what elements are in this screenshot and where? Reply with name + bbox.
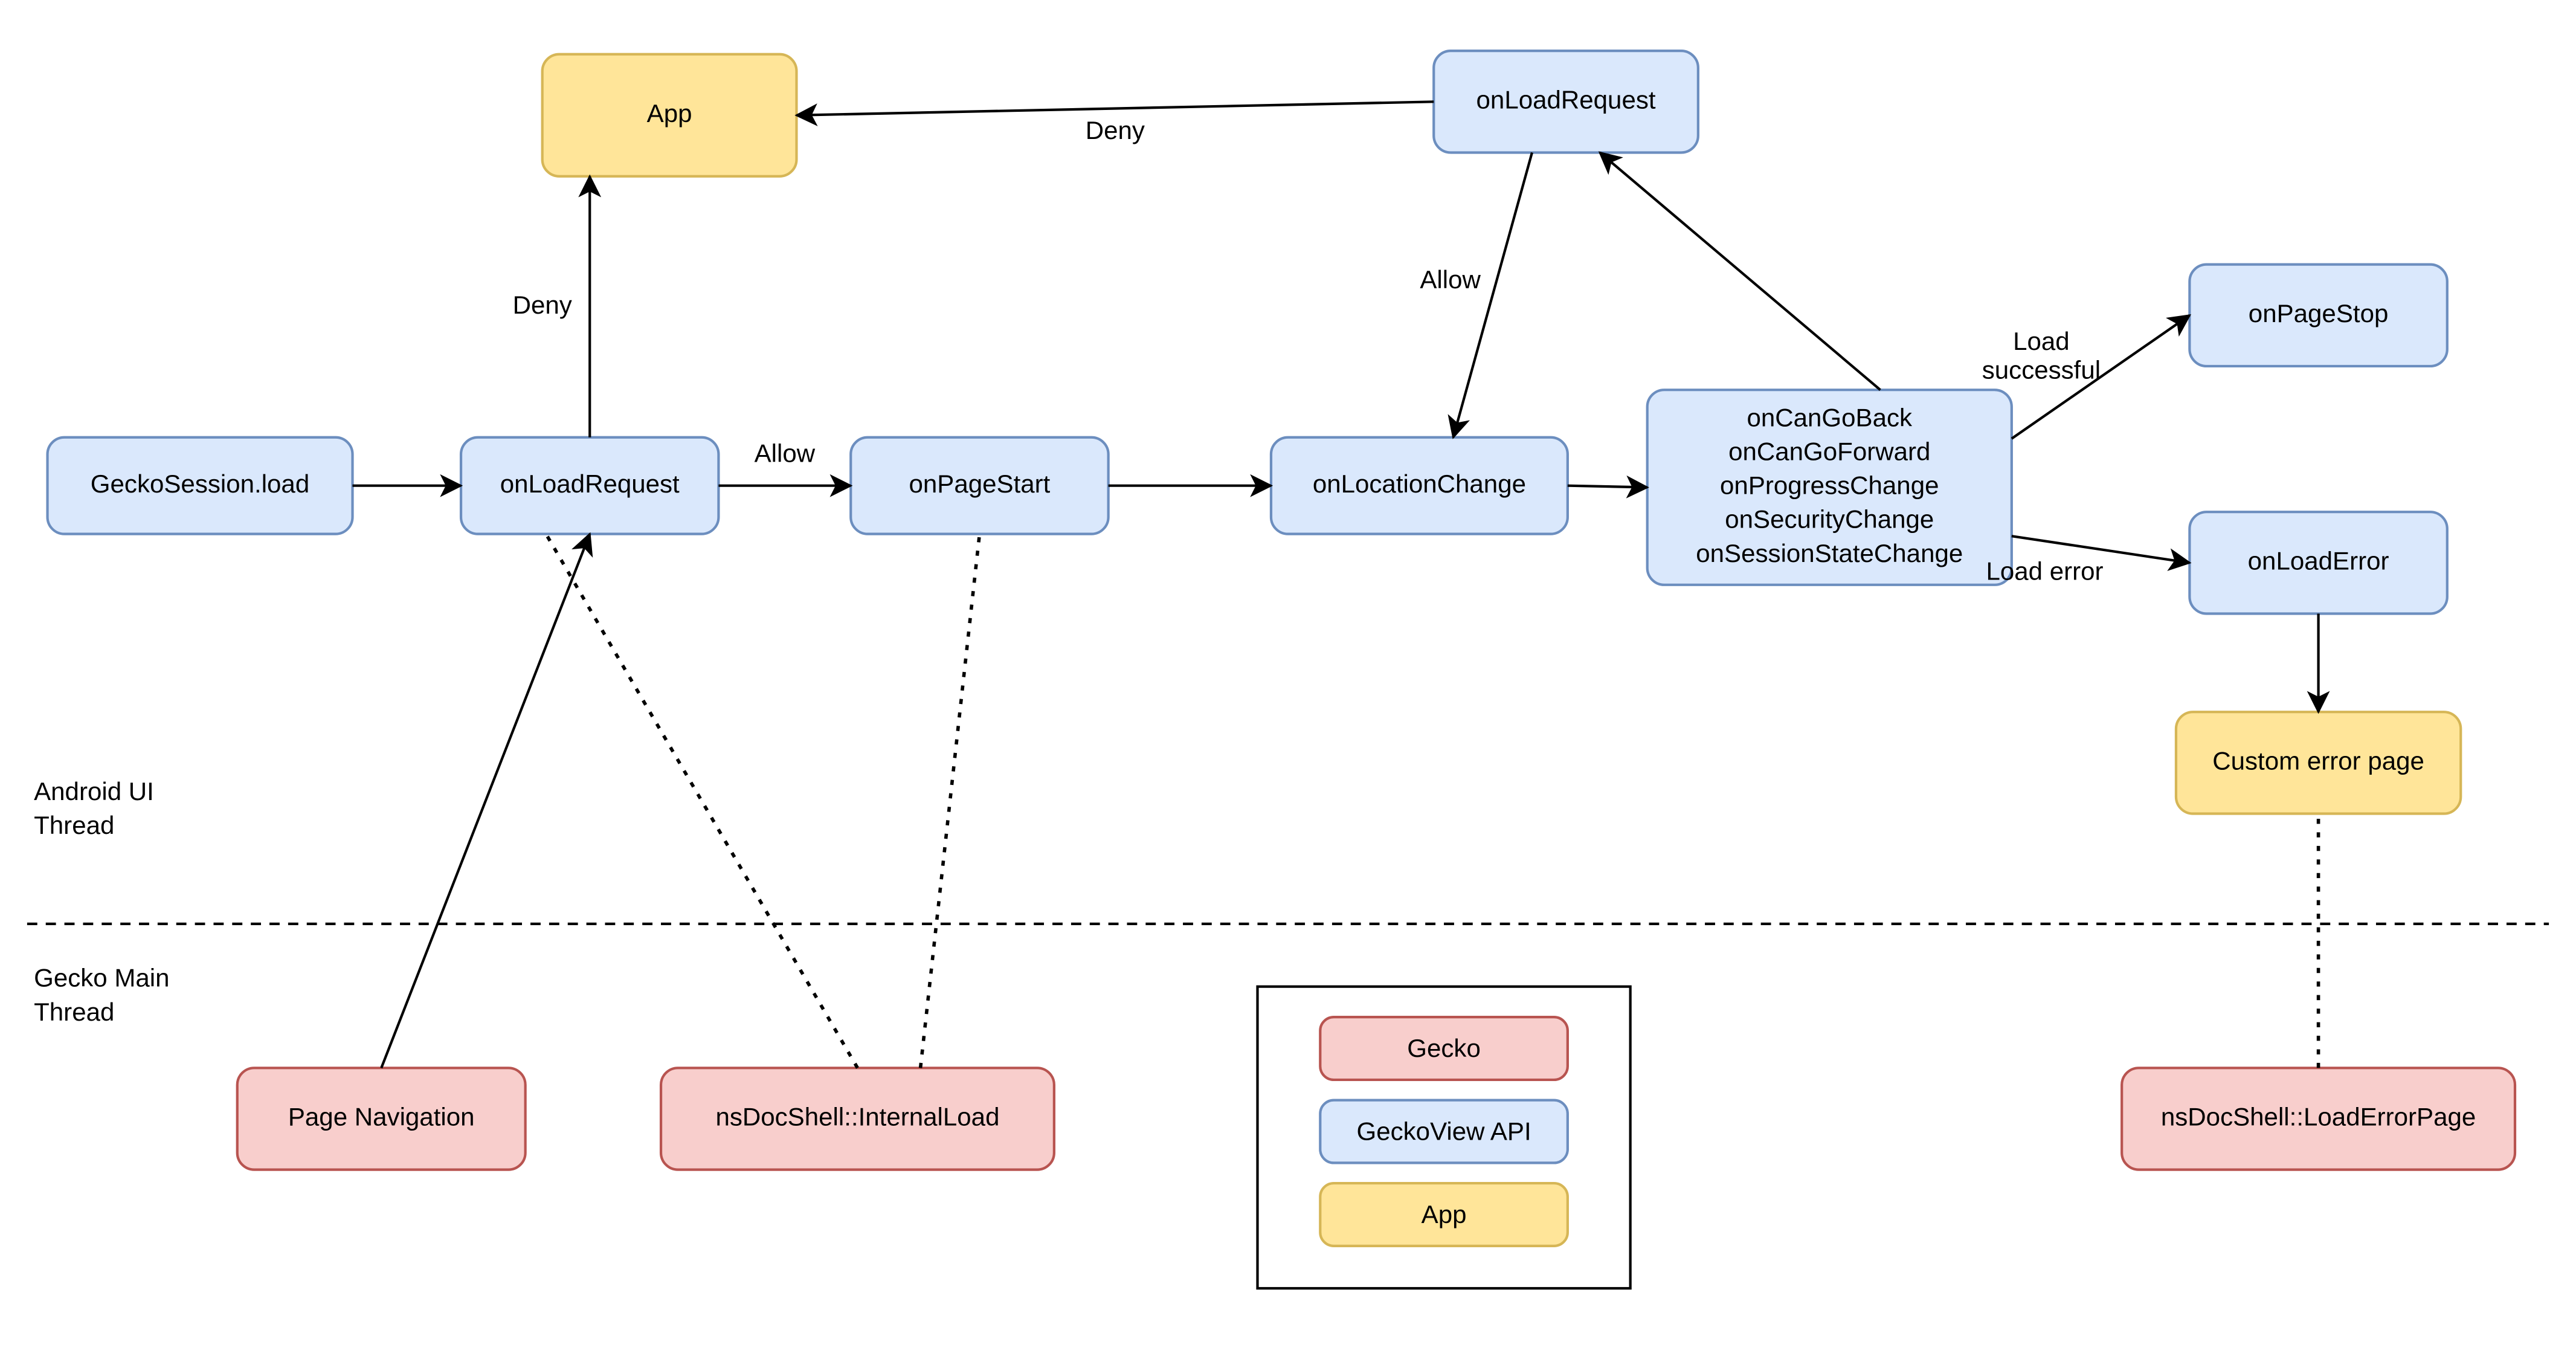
node-label: onPageStart [909,470,1051,498]
node-multiChange: onCanGoBack onCanGoForward onProgressChang… [1647,390,2012,585]
node-geckoSessionLoad: GeckoSession.load [48,437,353,534]
edge-multiChange-onLoadRequest2 [1600,152,1880,390]
legend-label: Gecko [1407,1034,1481,1062]
node-label: Page Navigation [288,1103,475,1131]
node-customErrorPage: Custom error page [2176,712,2461,813]
node-label: onSessionStateChange [1696,539,1963,567]
edge-onLoadRequest2-onLocationChange [1454,152,1532,437]
node-onPageStop: onPageStop [2189,265,2447,366]
node-label: onCanGoBack [1747,403,1913,431]
svg-text:Thread: Thread [34,811,114,839]
node-label: onPageStop [2249,299,2389,328]
node-onLoadRequest2: onLoadRequest [1434,51,1698,152]
gecko-thread-label: Gecko Main Thread [34,964,169,1026]
node-label: nsDocShell::InternalLoad [715,1103,999,1131]
node-label: onProgressChange [1720,471,1939,500]
edge-label: successful [1982,356,2101,384]
edge-pageNavigation-onLoadRequest1 [381,534,590,1068]
legend: Gecko GeckoView API App [1258,987,1631,1288]
node-onLoadError: onLoadError [2189,512,2447,613]
edge-label: Load [2013,327,2070,355]
svg-text:Thread: Thread [34,998,114,1026]
node-label: App [647,99,692,128]
node-onLocationChange: onLocationChange [1271,437,1568,534]
node-label: onCanGoForward [1728,437,1930,466]
edge-label: Deny [513,291,572,319]
node-label: onLoadRequest [1476,85,1656,114]
node-appTop: App [543,54,797,176]
edge-label: Load error [1986,557,2104,586]
svg-text:Android UI: Android UI [34,777,154,806]
legend-label: App [1422,1200,1467,1228]
android-thread-label: Android UI Thread [34,777,154,839]
edge-internalLoad-onLoadRequest1 [546,534,858,1068]
node-internalLoad: nsDocShell::InternalLoad [661,1068,1054,1169]
flowchart: Android UI Thread Gecko Main Thread GeckoSes… [0,0,2576,1356]
node-onPageStart: onPageStart [851,437,1108,534]
node-loadErrorPage: nsDocShell::LoadErrorPage [2122,1068,2515,1169]
node-pageNavigation: Page Navigation [237,1068,526,1169]
edge-onLocationChange-multiChange [1568,486,1647,488]
node-label: nsDocShell::LoadErrorPage [2161,1103,2476,1131]
edge-label: Deny [1086,116,1145,144]
edge-label: Allow [1420,265,1481,294]
node-onLoadRequest1: onLoadRequest [461,437,718,534]
edge-label: Allow [755,439,816,467]
node-label: onLoadError [2248,546,2389,575]
svg-text:Gecko Main: Gecko Main [34,964,169,992]
node-label: onLocationChange [1313,470,1526,498]
legend-label: GeckoView API [1357,1117,1531,1145]
node-label: GeckoSession.load [91,470,309,498]
edge-internalLoad-onPageStart [921,534,980,1068]
node-label: Custom error page [2212,746,2424,775]
node-label: onSecurityChange [1725,505,1934,534]
edge-onLoadRequest2-appTop [796,102,1434,115]
node-label: onLoadRequest [500,470,680,498]
